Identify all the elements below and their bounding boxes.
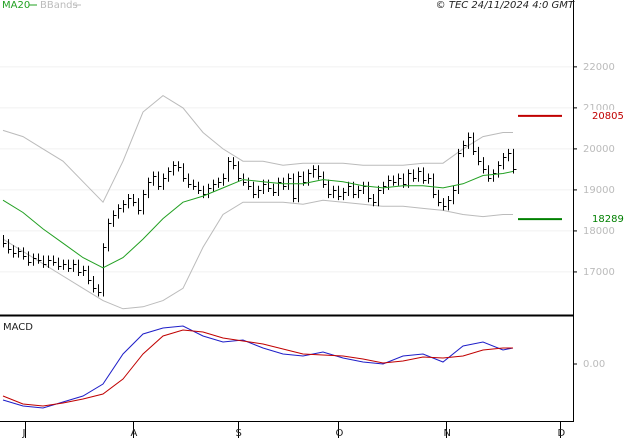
x-tick-label: O [336,428,344,439]
x-tick-label: N [444,428,451,439]
y-tick-label: 17000 [583,267,615,278]
y-tick-label: 0.00 [583,359,605,370]
x-tick-label: D [558,428,566,439]
x-tick-label: A [131,428,138,439]
legend-bbands: BBands [40,0,78,11]
y-tick-label: 19000 [583,185,615,196]
marker-label: 18289 [592,214,624,225]
macd-title: MACD [3,322,33,333]
x-tick-label: J [22,428,26,439]
legend-ma: MA20 [2,0,30,11]
band-upper [2,94,513,204]
band-lower [2,199,513,310]
y-tick-label: 18000 [583,226,615,237]
y-tick-label: 22000 [583,62,615,73]
macd-line [2,325,514,409]
marker-label-bg [576,109,626,122]
x-tick-label: S [236,428,242,439]
macd-line [2,329,513,407]
marker-label-bg [576,213,626,226]
ma-line [2,170,514,269]
marker-label: 20805 [592,111,624,122]
credit: © TEC 24/11/2024 4:0 GMT [436,0,575,11]
y-tick-label: 21000 [583,103,615,114]
y-tick-label: 20000 [583,144,615,155]
